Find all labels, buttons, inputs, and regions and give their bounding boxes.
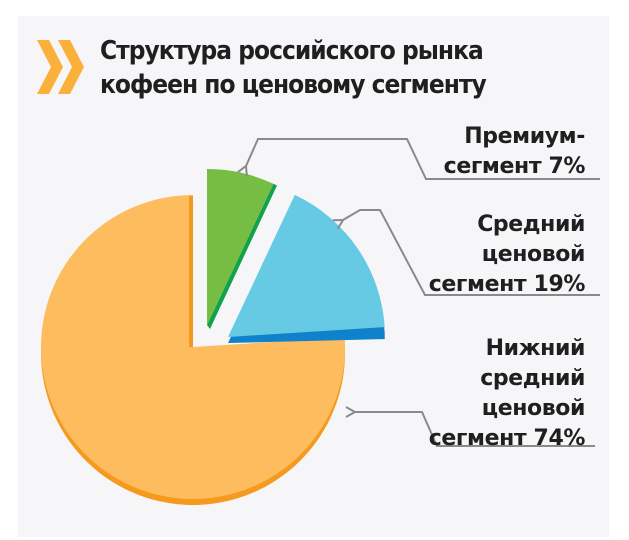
- label-lower-line-2: средний: [480, 366, 585, 391]
- label-lower-line-4: сегмент 74%: [428, 426, 586, 451]
- pie-slice-middle: [228, 194, 385, 343]
- pie-slice-lower: [40, 195, 345, 505]
- chart-title: Структура российского рынка кофеен по це…: [100, 34, 487, 102]
- chart-title-line-1: Структура российского рынка: [100, 36, 484, 66]
- leader-line-middle: [343, 209, 600, 296]
- label-lower-line-1: Нижний: [485, 336, 586, 361]
- pie-slice-premium-edge: [207, 183, 277, 329]
- label-lower-line-3: ценовой: [481, 396, 586, 421]
- label-middle-line-1: Средний: [477, 212, 585, 237]
- leader-line-premium: [246, 138, 600, 180]
- chart-title-line-2: кофеен по ценовому сегменту: [100, 70, 487, 100]
- label-premium-line-2: сегмент 7%: [443, 154, 586, 179]
- label-premium-line-1: Премиум-: [464, 124, 585, 149]
- label-lower-segment: Нижний средний ценовой сегмент 74%: [428, 334, 586, 454]
- pie-slice-lower-side: [189, 196, 193, 347]
- label-middle-line-3: сегмент 19%: [428, 272, 586, 297]
- leader-line-lower: [355, 412, 595, 447]
- label-middle-line-2: ценовой: [481, 242, 586, 267]
- label-premium-segment: Премиум- сегмент 7%: [443, 122, 586, 182]
- label-middle-segment: Средний ценовой сегмент 19%: [428, 210, 586, 300]
- double-chevron-right-icon: [37, 40, 84, 94]
- pie-slice-middle-face: [228, 194, 385, 337]
- pie-slice-premium-face: [207, 168, 274, 325]
- pie-slice-premium: [207, 168, 277, 329]
